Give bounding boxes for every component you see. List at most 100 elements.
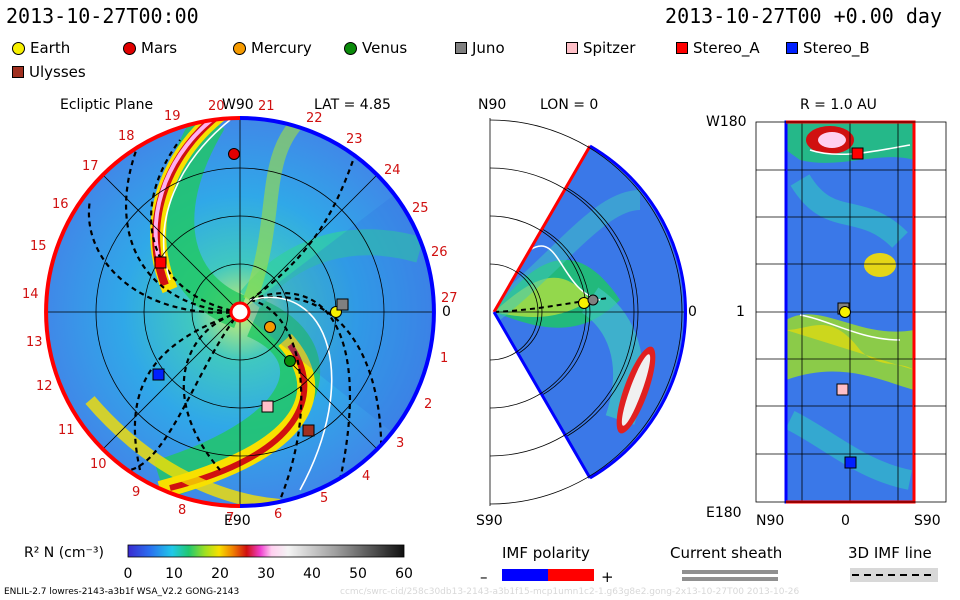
ulysses-position-icon [302,424,315,437]
carrington-17: 17 [82,159,99,174]
carrington-11: 11 [58,423,75,438]
carrington-6: 6 [274,507,282,522]
carrington-5: 5 [320,491,328,506]
ecliptic-right-label: 0 [442,304,451,320]
meridional-right-label: 0 [688,304,697,320]
spitzer-position-icon [261,400,274,413]
rpanel-bottom-left: E180 [706,505,742,521]
mars-position-icon [228,148,240,160]
carrington-2: 2 [424,397,432,412]
meridional-top-label: N90 [478,97,506,113]
rpanel-title: R = 1.0 AU [800,97,877,113]
imf-positive-swatch [548,569,594,581]
ecliptic-title: Ecliptic Plane [60,97,153,113]
carrington-15: 15 [30,239,47,254]
stereo-a-position-icon [154,256,167,269]
juno-marker-icon [455,42,467,54]
venus-position-icon [284,355,296,367]
venus-marker-icon [344,41,357,55]
legend-juno: Juno [455,39,505,57]
rpanel-mid-left: 1 [736,304,745,320]
rpanel-outer-grid [755,121,947,503]
carrington-9: 9 [132,485,140,500]
rpanel-stereo-b-icon [844,456,857,469]
carrington-3: 3 [396,436,404,451]
carrington-20: 20 [208,99,225,114]
meridional-lon-label: LON = 0 [540,97,598,113]
legend-stereo-a: Stereo_A [676,39,760,57]
carrington-16: 16 [52,197,69,212]
stereo-b-position-icon [152,368,165,381]
rpanel-x-right: S90 [914,513,941,529]
mercury-marker-icon [233,41,246,55]
carrington-19: 19 [164,109,181,124]
carrington-4: 4 [362,469,370,484]
imf-negative-swatch [502,569,548,581]
imf-line-title: 3D IMF line [848,544,932,562]
carrington-7: 7 [226,511,234,526]
stereo-a-marker-icon [676,42,688,54]
sun-marker-icon [229,301,251,323]
footer-right: ccmc/swrc-cid/258c30db13-2143-a3b1f15-mc… [340,587,800,597]
meridional-edge-south [492,311,592,479]
colorbar-tick-0: 0 [124,566,133,582]
carrington-24: 24 [384,163,401,178]
rpanel-top-left: W180 [706,114,747,130]
legend-mars: Mars [123,39,177,57]
colorbar-ticks: 0 10 20 30 40 50 60 [124,566,413,582]
carrington-13: 13 [26,335,43,350]
legend-venus: Venus [344,39,407,57]
colorbar-tick-20: 20 [211,566,229,582]
carrington-10: 10 [90,457,107,472]
imf-polarity-title: IMF polarity [502,544,590,562]
footer-left: ENLIL-2.7 lowres-2143-a3b1f WSA_V2.2 GON… [4,587,240,597]
mercury-position-icon [264,321,276,333]
ecliptic-bottom-label: E90 [224,513,251,529]
juno-position-icon [336,298,349,311]
carrington-12: 12 [36,379,53,394]
rpanel-stereo-a-icon [851,147,864,160]
ecliptic-rim-positive [44,116,241,508]
ecliptic-top-label: W90 [222,97,254,113]
colorbar-tick-30: 30 [257,566,275,582]
legend-spitzer: Spitzer [566,39,635,57]
stereo-b-marker-icon [786,42,798,54]
carrington-27: 27 [441,291,458,306]
meridional-bottom-label: S90 [476,513,503,529]
carrington-8: 8 [178,503,186,518]
carrington-14: 14 [22,287,39,302]
colorbar-tick-50: 50 [349,566,367,582]
meridional-grid [489,118,683,506]
colorbar-tick-60: 60 [395,566,413,582]
carrington-25: 25 [412,201,429,216]
legend-ulysses: Ulysses [12,63,86,81]
ulysses-marker-icon [12,66,24,78]
carrington-21: 21 [258,99,275,114]
legend-mercury: Mercury [233,39,312,57]
mars-marker-icon [123,41,136,55]
current-sheath-line-2 [682,577,778,581]
carrington-22: 22 [306,111,323,126]
current-sheath-title: Current sheath [670,544,782,562]
colorbar-gradient [127,544,405,558]
carrington-18: 18 [118,129,135,144]
carrington-1: 1 [440,351,448,366]
colorbar-tick-10: 10 [165,566,183,582]
colorbar-tick-40: 40 [303,566,321,582]
legend-stereo-b: Stereo_B [786,39,870,57]
rpanel-x-left: N90 [756,513,784,529]
meridional-juno-icon [587,294,599,306]
spitzer-marker-icon [566,42,578,54]
earth-marker-icon [12,41,25,55]
rpanel-earth-icon [839,306,851,318]
legend-earth: Earth [12,39,70,57]
imf-minus-label: – [480,568,488,586]
meridional-edge-north [492,145,592,313]
colorbar-label: R² N (cm⁻³) [24,545,104,561]
ecliptic-lat-label: LAT = 4.85 [314,97,391,113]
current-sheath-line-1 [682,570,778,574]
carrington-26: 26 [431,245,448,260]
rpanel-spitzer-icon [836,383,849,396]
header-right-time: 2013-10-27T00 +0.00 day [665,4,942,28]
